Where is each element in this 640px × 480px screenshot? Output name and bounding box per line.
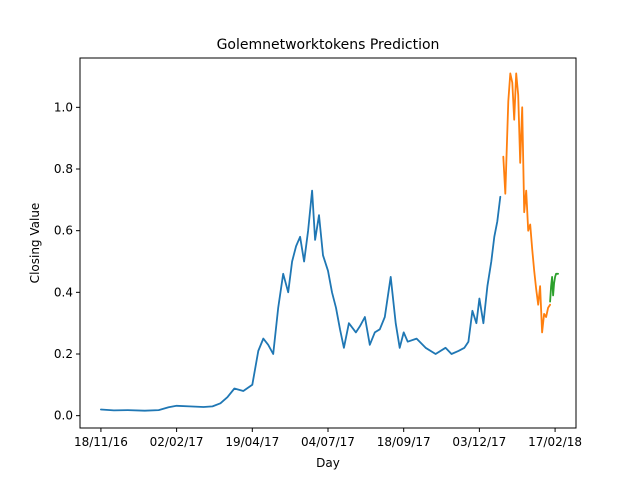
y-tick-label: 0.0 (54, 409, 73, 423)
x-tick-label: 03/12/17 (452, 435, 506, 449)
x-tick-label: 19/04/17 (225, 435, 279, 449)
x-axis-label: Day (316, 456, 340, 470)
y-tick-label: 1.0 (54, 100, 73, 114)
y-tick-label: 0.4 (54, 285, 73, 299)
x-tick-label: 18/11/16 (74, 435, 128, 449)
plot-lines (100, 72, 559, 412)
series-line-3 (549, 272, 559, 303)
y-axis-ticks: 0.0 0.2 0.4 0.6 0.8 1.0 (54, 100, 80, 423)
x-tick-label: 04/07/17 (301, 435, 355, 449)
series-line-2 (502, 72, 551, 334)
x-tick-label: 17/02/18 (528, 435, 582, 449)
y-tick-label: 0.6 (54, 224, 73, 238)
y-tick-label: 0.2 (54, 347, 73, 361)
x-axis-ticks: 18/11/16 02/02/17 19/04/17 04/07/17 18/09/17… (74, 428, 582, 449)
chart-title: Golemnetworktokens Prediction (217, 37, 440, 53)
y-axis-label: Closing Value (28, 203, 42, 284)
series-line-1 (100, 189, 502, 412)
x-tick-label: 18/09/17 (377, 435, 431, 449)
y-tick-label: 0.8 (54, 162, 73, 176)
x-tick-label: 02/02/17 (150, 435, 204, 449)
